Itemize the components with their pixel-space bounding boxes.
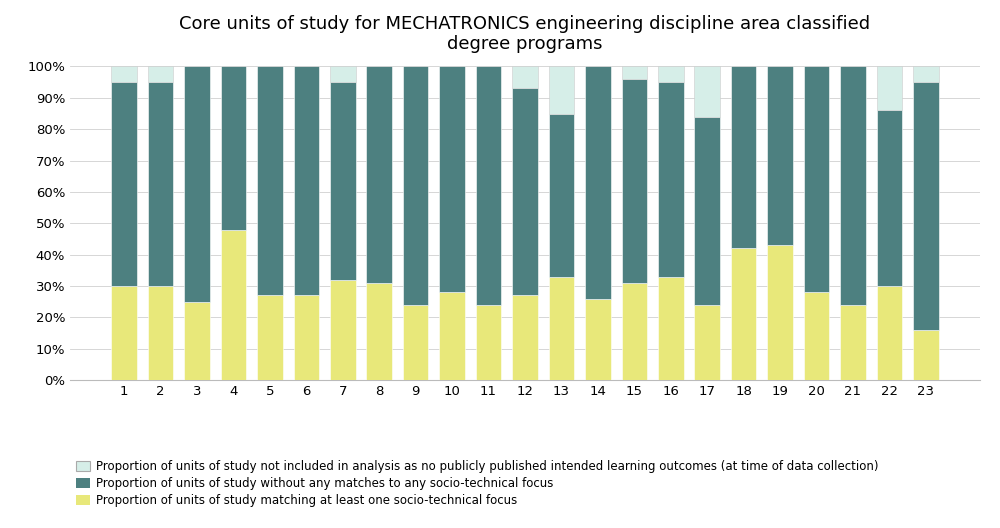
Bar [148, 286, 173, 380]
Bar [731, 67, 756, 248]
Bar [840, 305, 866, 380]
Bar [403, 305, 428, 380]
Bar [658, 67, 684, 82]
Bar [913, 330, 939, 380]
Bar [257, 296, 283, 380]
Bar [622, 283, 647, 380]
Bar [877, 286, 902, 380]
Bar [476, 67, 501, 305]
Bar [403, 67, 428, 305]
Bar [439, 67, 465, 293]
Bar [221, 67, 246, 230]
Bar [840, 67, 866, 305]
Bar [476, 305, 501, 380]
Bar [767, 67, 793, 246]
Bar [622, 67, 647, 79]
Bar [184, 67, 210, 301]
Title: Core units of study for MECHATRONICS engineering discipline area classified
degr: Core units of study for MECHATRONICS eng… [179, 15, 871, 53]
Bar [622, 79, 647, 283]
Bar [767, 246, 793, 380]
Bar [913, 82, 939, 330]
Bar [512, 296, 538, 380]
Bar [330, 82, 356, 280]
Bar [877, 110, 902, 286]
Bar [549, 114, 574, 277]
Bar [330, 280, 356, 380]
Bar [549, 277, 574, 380]
Bar [512, 67, 538, 89]
Bar [439, 293, 465, 380]
Bar [585, 299, 611, 380]
Bar [366, 67, 392, 283]
Bar [694, 67, 720, 117]
Bar [294, 296, 319, 380]
Bar [512, 89, 538, 296]
Bar [148, 67, 173, 82]
Bar [877, 67, 902, 110]
Bar [804, 293, 829, 380]
Bar [731, 248, 756, 380]
Bar [148, 82, 173, 286]
Bar [257, 67, 283, 296]
Bar [111, 82, 137, 286]
Bar [804, 67, 829, 293]
Bar [694, 117, 720, 305]
Bar [111, 286, 137, 380]
Bar [549, 67, 574, 114]
Bar [221, 230, 246, 380]
Legend: Proportion of units of study not included in analysis as no publicly published i: Proportion of units of study not include… [76, 460, 878, 507]
Bar [658, 82, 684, 277]
Bar [111, 67, 137, 82]
Bar [585, 67, 611, 299]
Bar [330, 67, 356, 82]
Bar [658, 277, 684, 380]
Bar [294, 67, 319, 296]
Bar [366, 283, 392, 380]
Bar [913, 67, 939, 82]
Bar [184, 301, 210, 380]
Bar [694, 305, 720, 380]
